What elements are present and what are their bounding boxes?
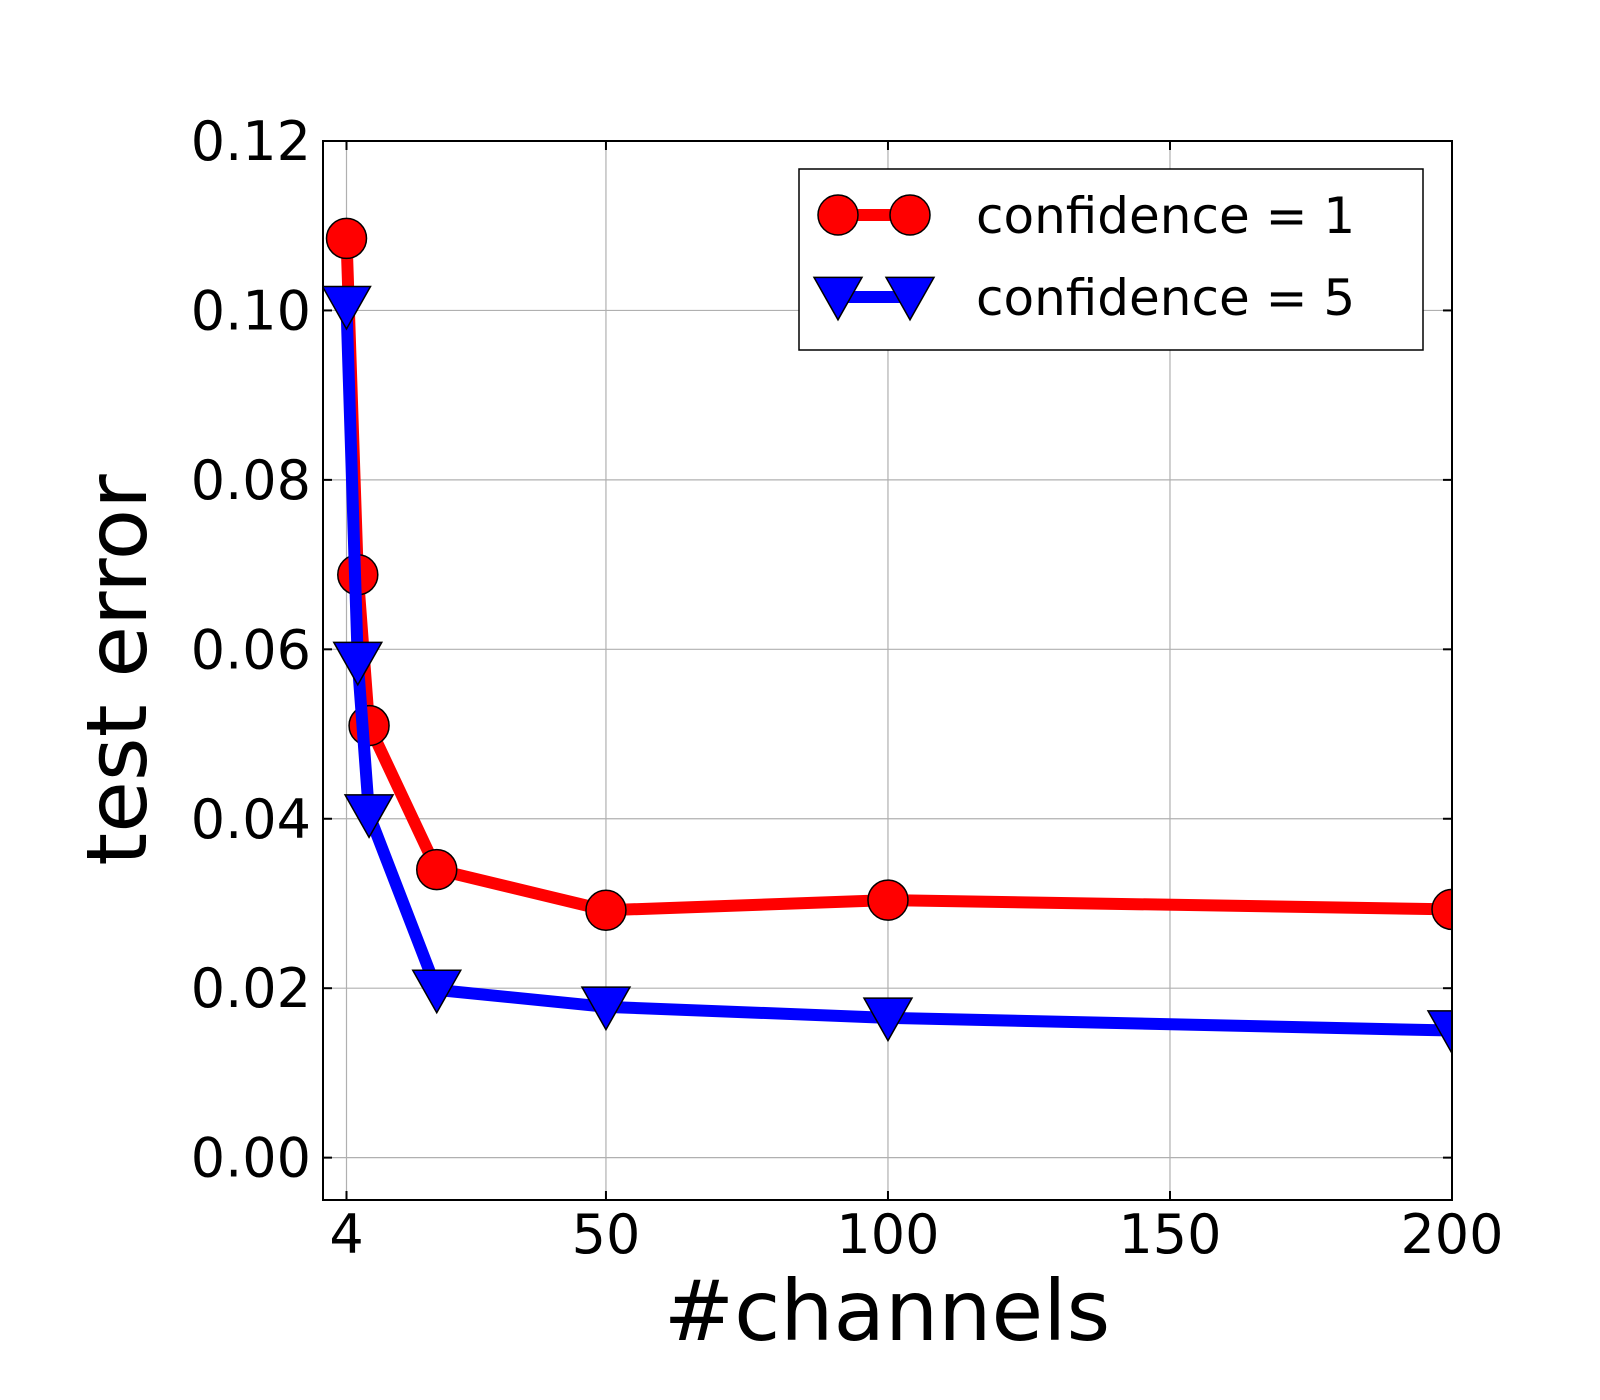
y-tick-label: 0.04 [191, 788, 311, 851]
data-point-red [585, 889, 627, 932]
x-tick-label: 200 [1400, 1203, 1503, 1266]
data-point-red [325, 217, 368, 260]
data-point-red [867, 879, 909, 921]
series-layer [323, 217, 1452, 1055]
legend-marker-red [817, 194, 859, 236]
x-tick-label: 150 [1118, 1203, 1221, 1266]
legend: confidence = 1 confidence = 5 [798, 168, 1424, 351]
legend-label: confidence = 1 [976, 187, 1355, 245]
x-tick-label: 4 [329, 1203, 363, 1266]
legend-marker-blue [812, 276, 864, 322]
legend-marker-red [889, 194, 931, 236]
x-axis-label: #channels [664, 1262, 1111, 1360]
y-tick-label: 0.06 [191, 618, 311, 681]
data-point-blue [862, 997, 914, 1043]
y-tick-label: 0.12 [191, 110, 311, 173]
y-tick-label: 0.02 [191, 957, 311, 1020]
data-point-blue [332, 641, 384, 687]
y-axis: 0.00 0.02 0.04 0.06 0.08 0.10 0.12 [191, 110, 1452, 1190]
legend-marker-blue [884, 276, 936, 322]
y-tick-label: 0.00 [191, 1127, 311, 1190]
x-axis: 4 50 100 150 200 [329, 141, 1504, 1266]
data-point-blue [323, 285, 372, 331]
y-tick-label: 0.08 [191, 449, 311, 512]
legend-label: confidence = 5 [976, 269, 1355, 327]
data-point-red [415, 848, 458, 891]
data-point-blue [343, 794, 395, 839]
data-point-blue [1426, 1010, 1452, 1055]
x-tick-label: 100 [836, 1203, 939, 1266]
data-point-red [1431, 888, 1452, 931]
data-point-blue [411, 969, 463, 1015]
y-tick-label: 0.10 [191, 279, 311, 342]
x-tick-label: 50 [572, 1203, 641, 1266]
data-point-blue [580, 986, 632, 1032]
series-line-blue [340, 306, 1452, 1037]
y-axis-label: test error [68, 474, 166, 866]
